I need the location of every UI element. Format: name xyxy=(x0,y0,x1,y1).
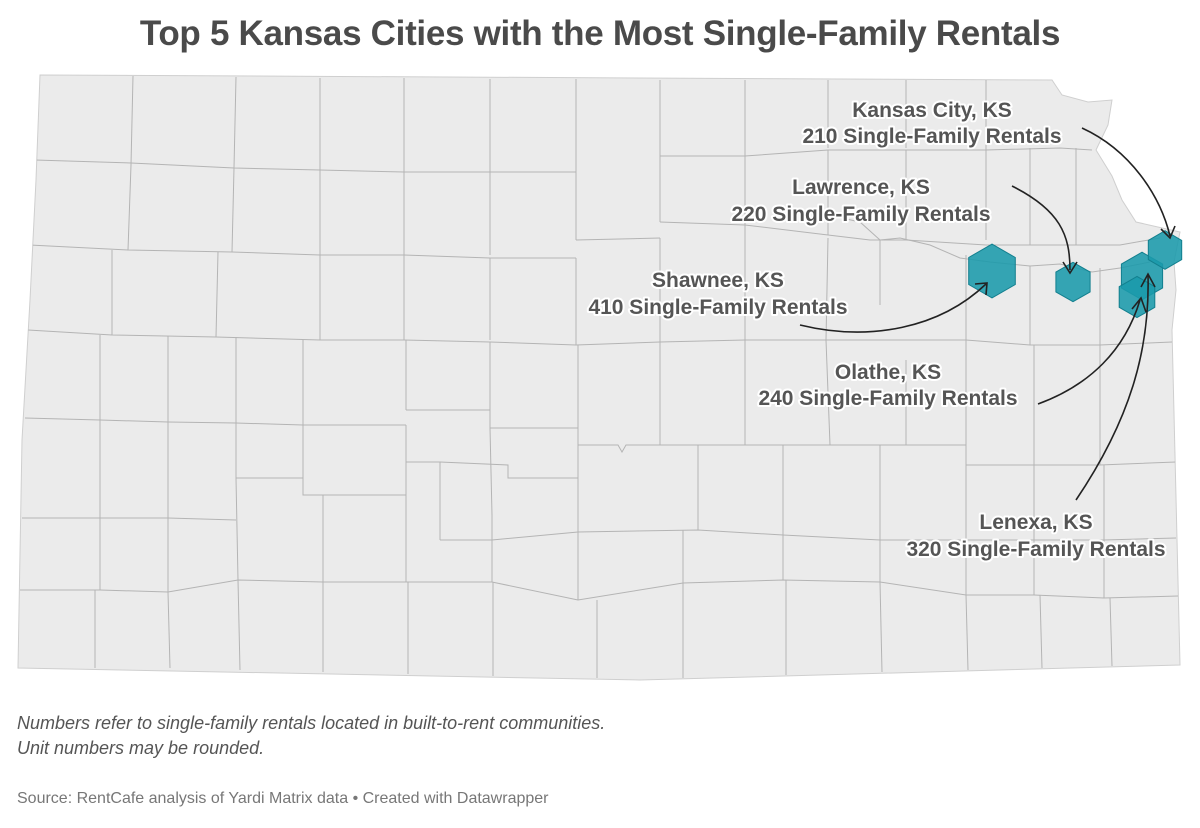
label-olathe-name: Olathe, KS xyxy=(835,361,941,384)
label-kansas-city-value: 210 Single-Family Rentals xyxy=(802,125,1061,148)
annotation-arrows xyxy=(799,127,1176,501)
footnote-line-2: Unit numbers may be rounded. xyxy=(17,738,265,758)
arrow-kansas-city xyxy=(1081,127,1171,237)
arrowhead-lawrence xyxy=(1062,261,1078,275)
arrow-lenexa xyxy=(1075,274,1149,501)
arrowhead-shawnee xyxy=(974,282,988,296)
arrowhead-olathe xyxy=(1131,296,1147,313)
source-credit: Source: RentCafe analysis of Yardi Matri… xyxy=(17,790,549,807)
arrow-lawrence xyxy=(1011,185,1071,271)
arrow-shawnee xyxy=(799,283,987,333)
arrow-olathe xyxy=(1037,299,1141,405)
map-title: Top 5 Kansas Cities with the Most Single… xyxy=(139,14,1061,53)
arrowhead-kansas-city xyxy=(1160,225,1176,240)
label-lawrence-name: Lawrence, KS xyxy=(792,176,930,199)
kansas-state-outline xyxy=(17,74,1181,681)
label-olathe-value: 240 Single-Family Rentals xyxy=(758,387,1017,410)
marker-kansas-city xyxy=(1147,230,1183,270)
label-lawrence-value: 220 Single-Family Rentals xyxy=(731,203,990,226)
footnote: Numbers refer to single-family rentals l… xyxy=(17,711,605,761)
city-labels: Kansas City, KS 210 Single-Family Rental… xyxy=(586,97,1167,563)
city-markers xyxy=(968,230,1183,319)
label-lenexa-value: 320 Single-Family Rentals xyxy=(906,538,1165,561)
marker-shawnee xyxy=(968,243,1016,299)
label-shawnee-name: Shawnee, KS xyxy=(652,269,784,292)
arrowhead-lenexa xyxy=(1140,272,1156,288)
label-lenexa-name: Lenexa, KS xyxy=(979,511,1092,534)
kansas-map: Kansas City, KS 210 Single-Family Rental… xyxy=(17,74,1183,681)
footnote-line-1: Numbers refer to single-family rentals l… xyxy=(17,713,606,733)
label-shawnee-value: 410 Single-Family Rentals xyxy=(588,296,847,319)
marker-lawrence xyxy=(1055,261,1091,303)
label-kansas-city-name: Kansas City, KS xyxy=(852,99,1012,122)
